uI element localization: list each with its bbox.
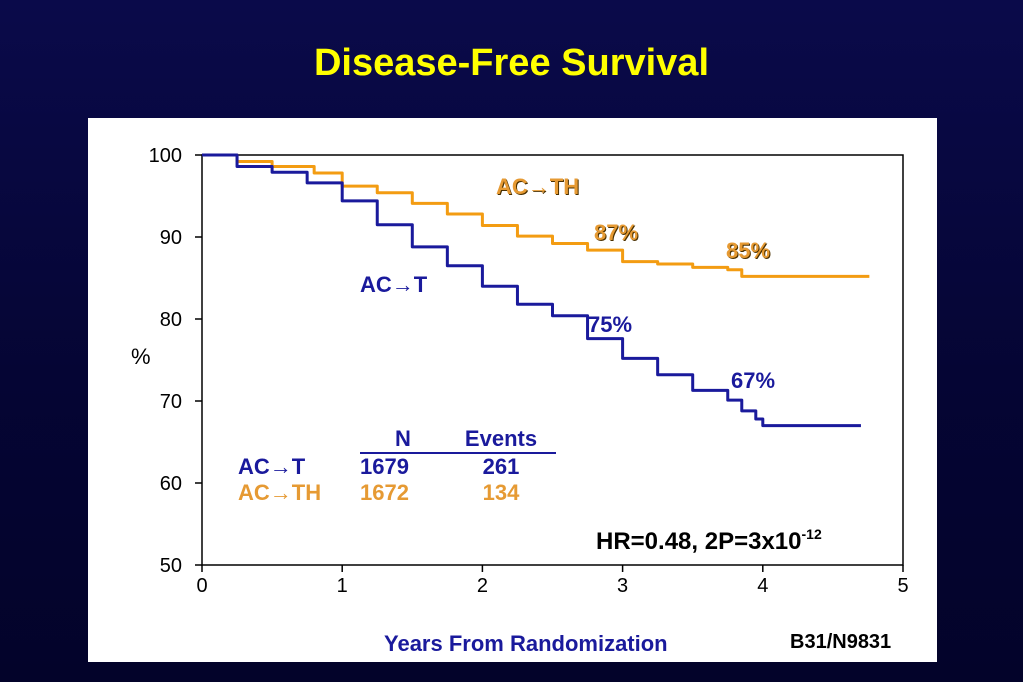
arm-events: 134 — [482, 480, 520, 505]
slide-title: Disease-Free Survival — [313, 42, 709, 84]
events-table-header: N Events — [238, 426, 556, 454]
arm-n: 1672 — [360, 480, 409, 505]
chart-axes — [201, 154, 904, 566]
survival-chart: 0 1 2 3 4 5 50 60 70 80 90 100 — [149, 145, 909, 597]
header-events: Events — [446, 426, 556, 454]
y-tick-label: 80 — [160, 309, 182, 331]
series-line-act — [202, 153, 861, 428]
y-axis-title: % — [131, 344, 151, 369]
x-tick-label: 3 — [617, 575, 628, 597]
annotation-act-label: AC→T — [360, 272, 428, 297]
chart-series — [202, 153, 870, 428]
chart-ticks: 0 1 2 3 4 5 50 60 70 80 90 100 — [149, 145, 909, 597]
chart-panel: 0 1 2 3 4 5 50 60 70 80 90 100 % Years From Randomi… — [88, 118, 937, 662]
arm-n: 1679 — [360, 454, 409, 479]
annotation-acth-4yr: 85% — [726, 238, 771, 263]
x-axis-title: Years From Randomization — [384, 631, 668, 656]
hr-exponent: -12 — [801, 526, 822, 542]
annotation-act-4yr: 67% — [731, 368, 776, 393]
y-tick-label: 60 — [160, 473, 182, 495]
x-tick-label: 0 — [196, 575, 207, 597]
arm-name: AC→TH — [238, 480, 322, 505]
plot-frame — [201, 154, 904, 566]
annotation-act-3yr: 75% — [588, 312, 633, 337]
arm-events: 261 — [482, 454, 520, 479]
y-tick-label: 70 — [160, 391, 182, 413]
source-label: B31/N9831 — [790, 631, 892, 653]
x-tick-label: 5 — [897, 575, 908, 597]
x-tick-label: 2 — [477, 575, 488, 597]
y-tick-label: 100 — [149, 145, 182, 167]
y-tick-label: 50 — [160, 555, 182, 577]
x-tick-label: 1 — [337, 575, 348, 597]
x-tick-label: 4 — [757, 575, 768, 597]
annotation-acth-label: AC→TH — [496, 174, 580, 199]
header-n: N — [360, 426, 446, 454]
annotation-acth-3yr: 87% — [594, 220, 639, 245]
events-table: N Events AC→T 1679 261 AC→TH 1672 134 — [238, 426, 556, 506]
table-row: AC→TH 1672 134 — [238, 480, 556, 506]
table-row: AC→T 1679 261 — [238, 453, 556, 480]
y-tick-label: 90 — [160, 227, 182, 249]
hazard-ratio-note: HR=0.48, 2P=3x10-12 — [596, 526, 822, 555]
series-line-acth — [202, 153, 870, 278]
arm-name: AC→T — [238, 453, 306, 479]
